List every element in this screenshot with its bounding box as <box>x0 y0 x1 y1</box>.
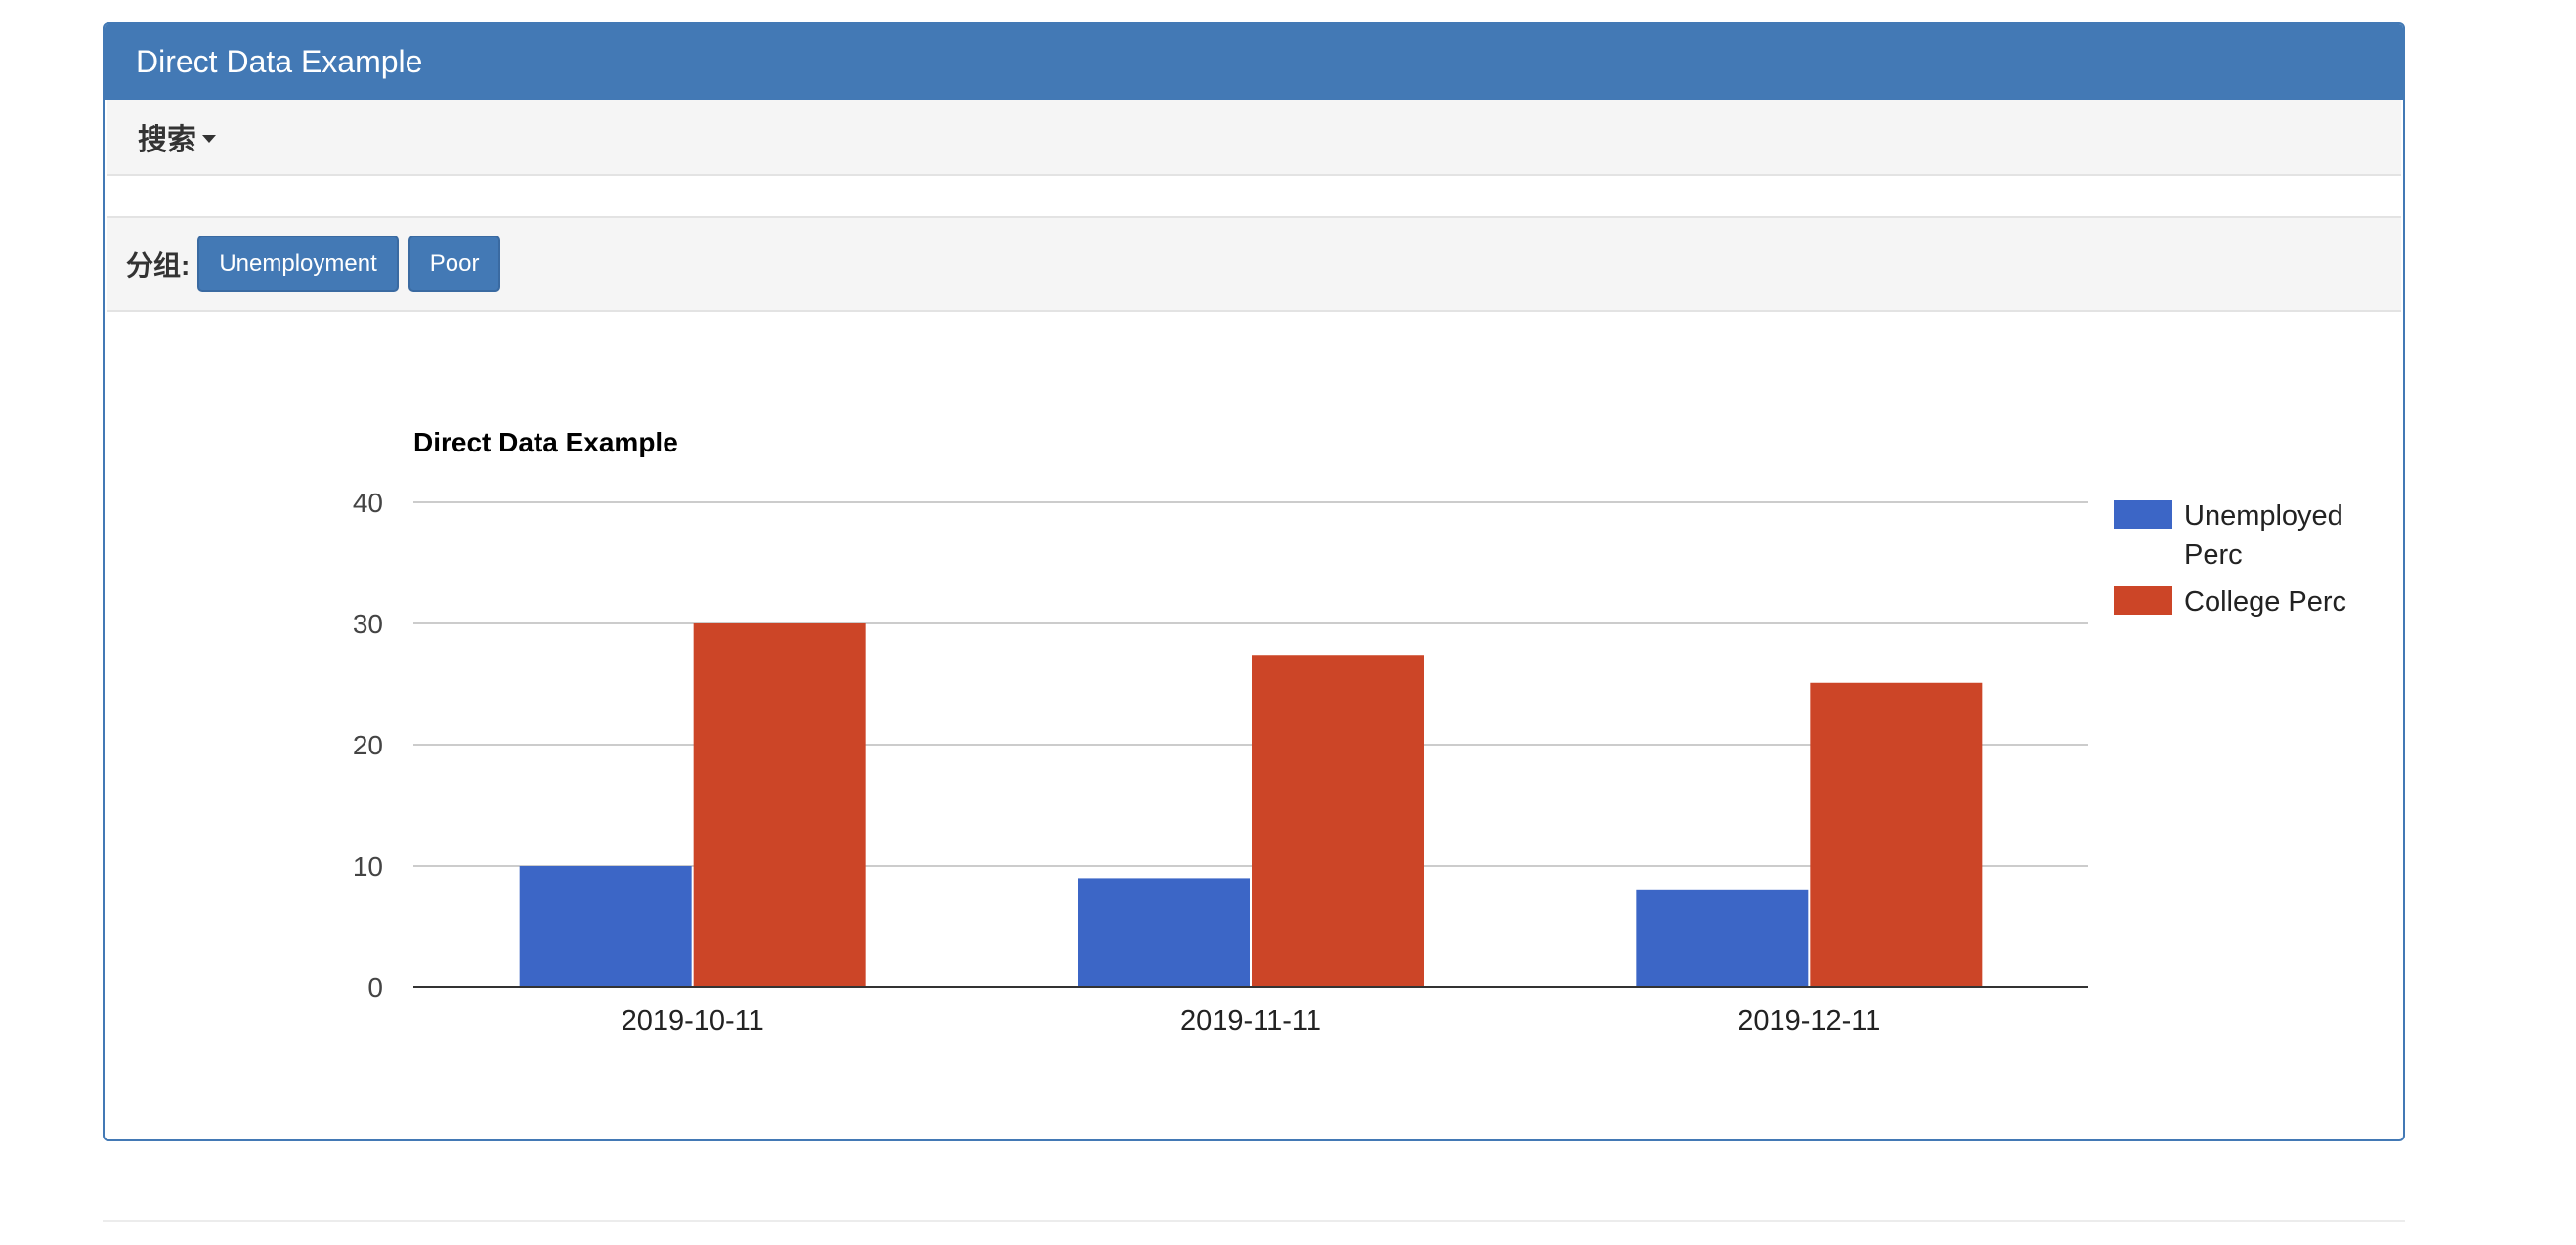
y-tick-label: 20 <box>353 730 383 760</box>
legend-item[interactable]: College Perc <box>2114 586 2346 618</box>
y-tick-label: 40 <box>353 488 383 518</box>
bar-unemployed-perc[interactable] <box>1078 878 1250 987</box>
footer-divider <box>103 1220 2405 1222</box>
legend-label: College Perc <box>2184 586 2346 618</box>
y-tick-label: 0 <box>367 972 383 1003</box>
search-bar: 搜索 <box>107 100 2401 176</box>
y-tick-label: 10 <box>353 851 383 881</box>
bar-unemployed-perc[interactable] <box>1636 889 1809 987</box>
bars <box>519 623 1983 987</box>
search-label: 搜索 <box>138 124 196 156</box>
bar-unemployed-perc[interactable] <box>519 866 692 987</box>
grid-lines <box>413 501 2088 867</box>
search-dropdown-toggle[interactable]: 搜索 <box>138 115 216 158</box>
legend-item[interactable]: Unemployed Perc <box>2114 500 2343 571</box>
group-button-poor[interactable]: Poor <box>408 236 501 292</box>
x-tick-label: 2019-11-11 <box>1181 1006 1321 1037</box>
bar-college-perc[interactable] <box>1810 682 1983 987</box>
bar-college-perc[interactable] <box>1252 655 1424 987</box>
legend-label: Unemployed Perc <box>2184 500 2343 571</box>
y-tick-label: 30 <box>353 609 383 639</box>
bar-college-perc[interactable] <box>693 623 866 987</box>
legend: Unemployed Perc College Perc <box>2114 500 2346 618</box>
panel-title: Direct Data Example <box>105 24 2403 100</box>
chart-title: Direct Data Example <box>413 427 678 457</box>
legend-swatch <box>2114 500 2172 529</box>
group-label: 分组: <box>126 250 191 280</box>
x-tick-label: 2019-10-11 <box>622 1006 764 1037</box>
group-button-unemployment[interactable]: Unemployment <box>197 236 399 292</box>
x-tick-label: 2019-12-11 <box>1738 1006 1880 1037</box>
caret-down-icon <box>202 135 216 143</box>
legend-swatch <box>2114 586 2172 615</box>
axes: 0 10 20 30 40 2019-10-11 2019-11-11 2019-12-11 <box>353 488 2088 1037</box>
group-bar: 分组: Unemployment Poor <box>107 216 2401 312</box>
